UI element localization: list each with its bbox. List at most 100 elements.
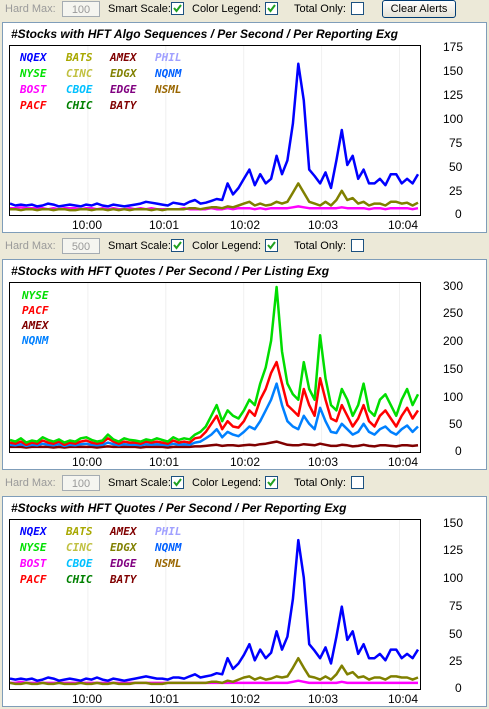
legend-pacf: PACF — [20, 573, 47, 586]
x-tick: 10:02 — [230, 455, 261, 469]
chart-panel-2: #Stocks with HFT Quotes / Per Second / P… — [2, 259, 487, 470]
legend-edge: EDGE — [110, 83, 137, 96]
color-legend-label: Color Legend: — [192, 240, 262, 252]
legend-bost: BOST — [20, 83, 47, 96]
y-tick: 150 — [443, 516, 464, 530]
y-tick: 250 — [443, 306, 464, 320]
x-tick: 10:00 — [72, 455, 103, 469]
x-tick: 10:03 — [308, 455, 339, 469]
series-line-nqex — [10, 538, 420, 682]
y-tick: 125 — [443, 543, 464, 557]
legend-edge: EDGE — [110, 557, 137, 570]
x-tick: 10:02 — [230, 218, 261, 232]
smart-scale-checkbox[interactable] — [171, 476, 184, 489]
hard-max-input[interactable]: 500 — [62, 238, 100, 254]
legend-nsml: NSML — [155, 83, 182, 96]
hard-max-input[interactable]: 100 — [62, 475, 100, 491]
legend-amex: AMEX — [22, 319, 49, 332]
legend-phil: PHIL — [155, 51, 182, 64]
chart-title: #Stocks with HFT Quotes / Per Second / P… — [11, 264, 330, 278]
y-tick: 25 — [449, 654, 463, 668]
legend-edgx: EDGX — [110, 541, 137, 554]
legend-pacf: PACF — [22, 304, 49, 317]
y-tick: 0 — [455, 444, 462, 458]
legend-chic: CHIC — [66, 99, 93, 112]
x-tick: 10:04 — [388, 218, 419, 232]
legend-cinc: CINC — [66, 541, 93, 554]
legend-nqex: NQEX — [20, 51, 47, 64]
y-tick: 0 — [455, 207, 462, 221]
total-only-checkbox[interactable] — [351, 239, 364, 252]
color-legend-label: Color Legend: — [192, 3, 262, 15]
y-tick: 0 — [455, 681, 462, 695]
series-line-nyse — [10, 285, 420, 444]
total-only-label: Total Only: — [294, 477, 346, 489]
total-only-checkbox[interactable] — [351, 2, 364, 15]
toolbar-3: Hard Max: 100 Smart Scale: Color Legend:… — [0, 474, 489, 494]
chart-svg — [10, 520, 420, 689]
toolbar-1: Hard Max: 100 Smart Scale: Color Legend:… — [0, 0, 489, 20]
legend-baty: BATY — [110, 99, 137, 112]
series-line-nqex — [10, 62, 420, 208]
color-legend-checkbox[interactable] — [265, 239, 278, 252]
y-tick: 150 — [443, 362, 464, 376]
chart-svg — [10, 283, 420, 452]
legend-bats: BATS — [66, 525, 93, 538]
chart-panel-1: #Stocks with HFT Algo Sequences / Per Se… — [2, 22, 487, 233]
y-tick: 150 — [443, 64, 464, 78]
smart-scale-checkbox[interactable] — [171, 2, 184, 15]
hard-max-input[interactable]: 100 — [62, 1, 100, 17]
smart-scale-checkbox[interactable] — [171, 239, 184, 252]
y-tick: 300 — [443, 279, 464, 293]
hard-max-label: Hard Max: — [5, 3, 56, 15]
legend-nyse: NYSE — [20, 541, 47, 554]
y-tick: 25 — [449, 184, 463, 198]
legend-pacf: PACF — [20, 99, 47, 112]
legend-amex: AMEX — [110, 525, 137, 538]
plot-area: NQEX BATS AMEX PHIL NYSE CINC EDGX NQNM … — [9, 519, 421, 690]
legend-nqnm: NQNM — [22, 334, 49, 347]
y-tick: 100 — [443, 112, 464, 126]
y-tick: 175 — [443, 40, 464, 54]
checkmark-icon — [267, 478, 276, 487]
checkmark-icon — [173, 478, 182, 487]
smart-scale-label: Smart Scale: — [108, 240, 171, 252]
legend-phil: PHIL — [155, 525, 182, 538]
smart-scale-label: Smart Scale: — [108, 477, 171, 489]
clear-alerts-button[interactable]: Clear Alerts — [382, 0, 456, 18]
legend-baty: BATY — [110, 573, 137, 586]
x-tick: 10:04 — [388, 455, 419, 469]
x-tick: 10:00 — [72, 692, 103, 706]
legend-cboe: CBOE — [66, 83, 93, 96]
legend-bost: BOST — [20, 557, 47, 570]
y-tick: 125 — [443, 88, 464, 102]
y-tick: 100 — [443, 390, 464, 404]
y-tick: 50 — [449, 627, 463, 641]
legend-bats: BATS — [66, 51, 93, 64]
color-legend-checkbox[interactable] — [265, 2, 278, 15]
legend-edgx: EDGX — [110, 67, 137, 80]
x-tick: 10:02 — [230, 692, 261, 706]
total-only-label: Total Only: — [294, 3, 346, 15]
legend-amex: AMEX — [110, 51, 137, 64]
series-line-edgx — [10, 656, 419, 686]
checkmark-icon — [267, 241, 276, 250]
color-legend-checkbox[interactable] — [265, 476, 278, 489]
y-tick: 50 — [449, 160, 463, 174]
x-tick: 10:03 — [308, 218, 339, 232]
total-only-checkbox[interactable] — [351, 476, 364, 489]
x-tick: 10:03 — [308, 692, 339, 706]
legend-nyse: NYSE — [22, 289, 49, 302]
chart-title: #Stocks with HFT Quotes / Per Second / P… — [11, 501, 347, 515]
chart-title: #Stocks with HFT Algo Sequences / Per Se… — [11, 27, 398, 41]
x-tick: 10:00 — [72, 218, 103, 232]
hard-max-label: Hard Max: — [5, 240, 56, 252]
checkmark-icon — [173, 241, 182, 250]
y-tick: 75 — [449, 136, 463, 150]
checkmark-icon — [173, 4, 182, 13]
y-tick: 200 — [443, 334, 464, 348]
x-tick: 10:01 — [149, 455, 180, 469]
legend-cinc: CINC — [66, 67, 93, 80]
y-tick: 50 — [449, 417, 463, 431]
legend-nqex: NQEX — [20, 525, 47, 538]
